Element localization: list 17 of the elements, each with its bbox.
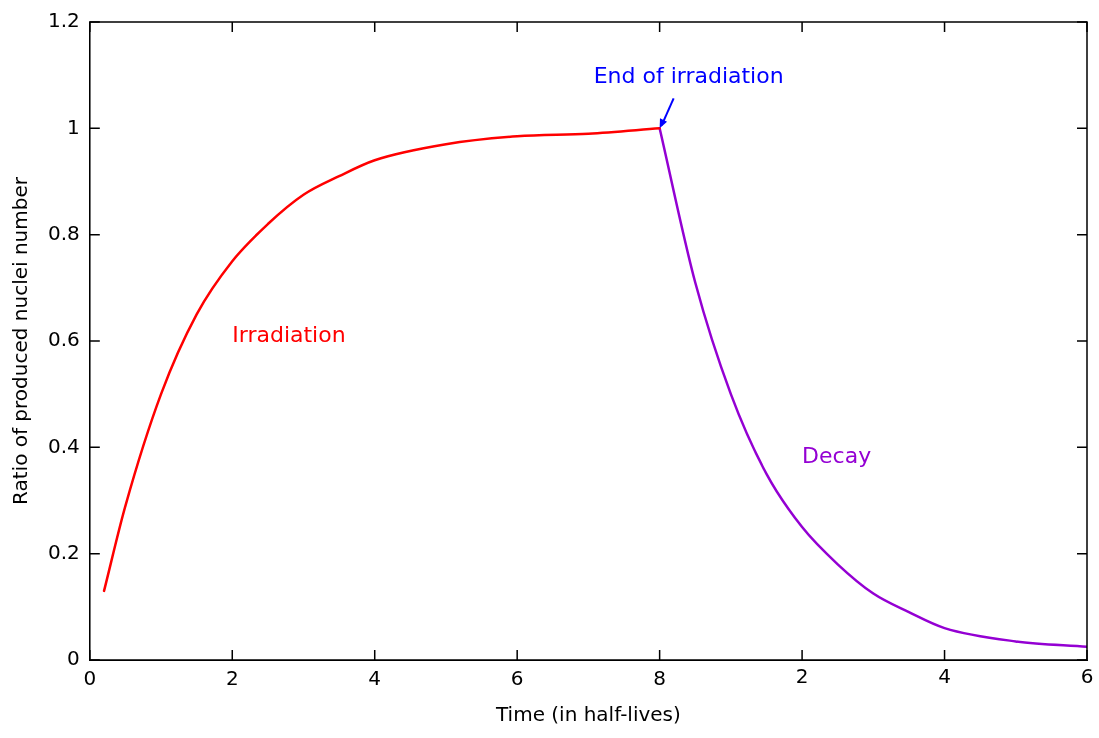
y-tick-label: 0 (67, 646, 80, 671)
y-tick-label: 0.4 (47, 433, 80, 458)
x-tick-label: 6 (510, 666, 524, 691)
annotation: End of irradiation (593, 63, 784, 89)
x-tick-label: 8 (653, 666, 666, 691)
y-tick-label: 1.2 (47, 8, 80, 33)
x-tick-label: 0 (83, 666, 97, 691)
series-label: Decay (802, 442, 872, 468)
y-tick-label: 1 (67, 114, 80, 139)
x-axis-title: Time (in half-lives) (494, 702, 681, 727)
x-tick-label: 2 (225, 666, 239, 691)
y-axis-title: Ratio of produced nuclei number (8, 176, 33, 505)
y-tick-label: 0.8 (47, 220, 80, 245)
y-tick-label: 0.2 (47, 539, 80, 564)
series-label: Irradiation (232, 321, 346, 347)
x-tick-label: 4 (368, 666, 382, 691)
y-tick-label: 0.6 (47, 327, 80, 352)
